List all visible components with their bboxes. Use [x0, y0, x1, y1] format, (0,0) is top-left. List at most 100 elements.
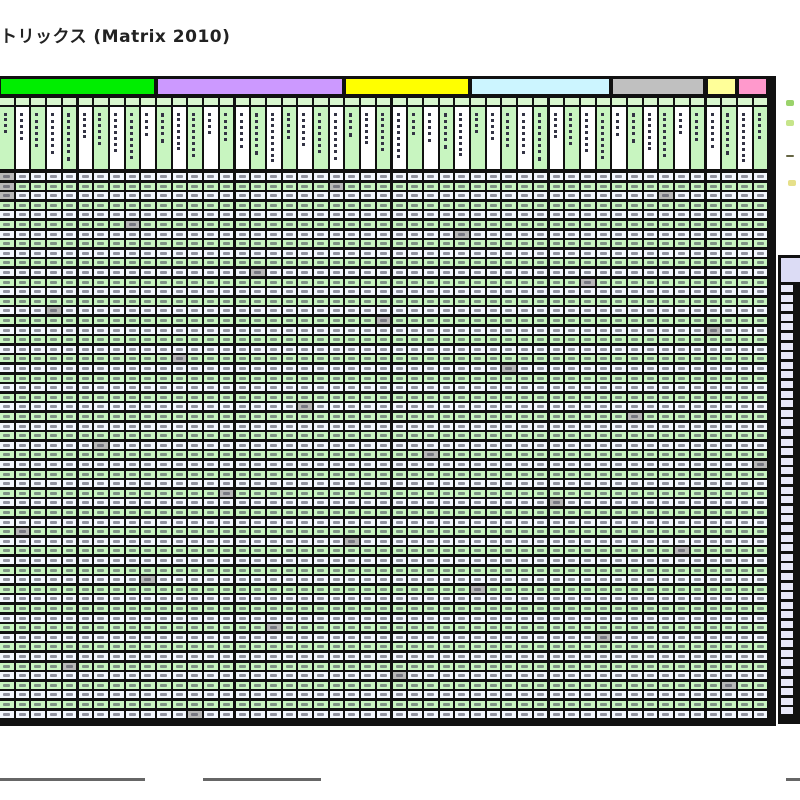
matrix-cell: [31, 278, 46, 286]
cell-mark: [128, 616, 136, 620]
column-number-cell: [612, 98, 626, 105]
cell-mark: [552, 280, 560, 284]
cell-mark: [395, 232, 403, 236]
matrix-cell: [533, 259, 548, 267]
cell-mark: [65, 501, 73, 505]
cell-mark: [662, 395, 670, 399]
cell-mark: [65, 415, 73, 418]
matrix-cell: [94, 211, 108, 219]
matrix-cell: [533, 201, 548, 209]
cell-mark: [65, 587, 73, 591]
matrix-cell: [266, 518, 281, 526]
cell-mark: [269, 175, 277, 178]
cell-mark: [442, 367, 450, 370]
cell-mark: [474, 213, 481, 217]
matrix-cell: [612, 595, 626, 603]
cell-mark: [254, 635, 262, 639]
matrix-cell: [125, 326, 140, 334]
cell-mark: [615, 203, 623, 207]
cell-mark: [191, 434, 199, 438]
cell-mark: [395, 357, 403, 361]
matrix-cell: [251, 211, 265, 219]
matrix-cell: [580, 470, 595, 478]
matrix-cell: [345, 461, 360, 468]
cell-mark: [18, 194, 26, 198]
matrix-cell: [690, 489, 705, 497]
cell-mark: [615, 539, 623, 543]
matrix-cell: [376, 413, 391, 420]
matrix-cell: [659, 240, 674, 248]
matrix-cell: [423, 297, 438, 305]
matrix-cell: [737, 221, 752, 228]
cell-mark: [646, 232, 654, 236]
matrix-cell: [361, 182, 375, 190]
cell-mark: [709, 453, 717, 457]
matrix-cell: [345, 480, 360, 488]
matrix-cell: [15, 518, 30, 526]
matrix-cell: [78, 345, 93, 353]
matrix-cell: [518, 201, 532, 209]
cell-mark: [128, 607, 136, 610]
matrix-cell: [235, 288, 250, 296]
matrix-cell: [172, 614, 187, 622]
cell-mark: [631, 184, 638, 188]
matrix-cell: [408, 413, 422, 420]
cell-mark: [175, 242, 183, 246]
cell-mark: [426, 472, 434, 476]
cell-mark: [395, 184, 403, 188]
matrix-cell: [282, 499, 297, 507]
cell-mark: [740, 616, 748, 620]
cell-mark: [50, 539, 58, 543]
cell-mark: [662, 232, 670, 236]
matrix-cell: [596, 221, 611, 228]
cell-mark: [222, 347, 230, 351]
cell-mark: [65, 367, 73, 370]
matrix-cell: [753, 605, 768, 612]
cell-mark: [317, 395, 324, 399]
cell-mark: [411, 501, 419, 505]
cell-mark: [81, 242, 89, 246]
cell-mark: [175, 472, 183, 476]
matrix-cell: [439, 336, 454, 344]
cell-mark: [552, 549, 560, 553]
cell-mark: [348, 578, 356, 582]
cell-mark: [364, 213, 372, 217]
matrix-cell: [392, 537, 407, 545]
cell-mark: [81, 299, 89, 303]
matrix-cell: [628, 249, 642, 257]
cell-mark: [740, 213, 748, 217]
matrix-cell: [549, 585, 564, 593]
cell-mark: [725, 607, 733, 610]
cell-mark: [269, 645, 277, 649]
matrix-cell: [329, 595, 344, 603]
matrix-cell: [612, 614, 626, 622]
matrix-cell: [439, 307, 454, 315]
cell-mark: [568, 587, 576, 591]
cell-mark: [97, 299, 105, 303]
matrix-cell: [219, 489, 234, 497]
matrix-cell: [392, 374, 407, 382]
cell-mark: [175, 299, 183, 303]
cell-mark: [222, 395, 230, 399]
cell-mark: [693, 213, 701, 217]
cell-mark: [646, 319, 654, 322]
cell-mark: [489, 290, 497, 294]
cell-mark: [395, 616, 403, 620]
matrix-cell: [47, 288, 61, 296]
cell-mark: [238, 347, 246, 351]
matrix-cell: [423, 230, 438, 238]
cell-mark: [552, 530, 560, 534]
matrix-cell: [266, 432, 281, 440]
matrix-cell: [408, 278, 422, 286]
cell-mark: [521, 203, 529, 207]
cell-mark: [97, 482, 105, 486]
matrix-cell: [345, 566, 360, 574]
matrix-cell: [612, 509, 626, 516]
matrix-cell: [157, 566, 171, 574]
matrix-cell: [486, 566, 501, 574]
matrix-cell: [502, 307, 517, 315]
cell-mark: [332, 597, 340, 601]
matrix-cell: [518, 489, 532, 497]
cell-mark: [364, 319, 372, 322]
matrix-cell: [376, 441, 391, 449]
